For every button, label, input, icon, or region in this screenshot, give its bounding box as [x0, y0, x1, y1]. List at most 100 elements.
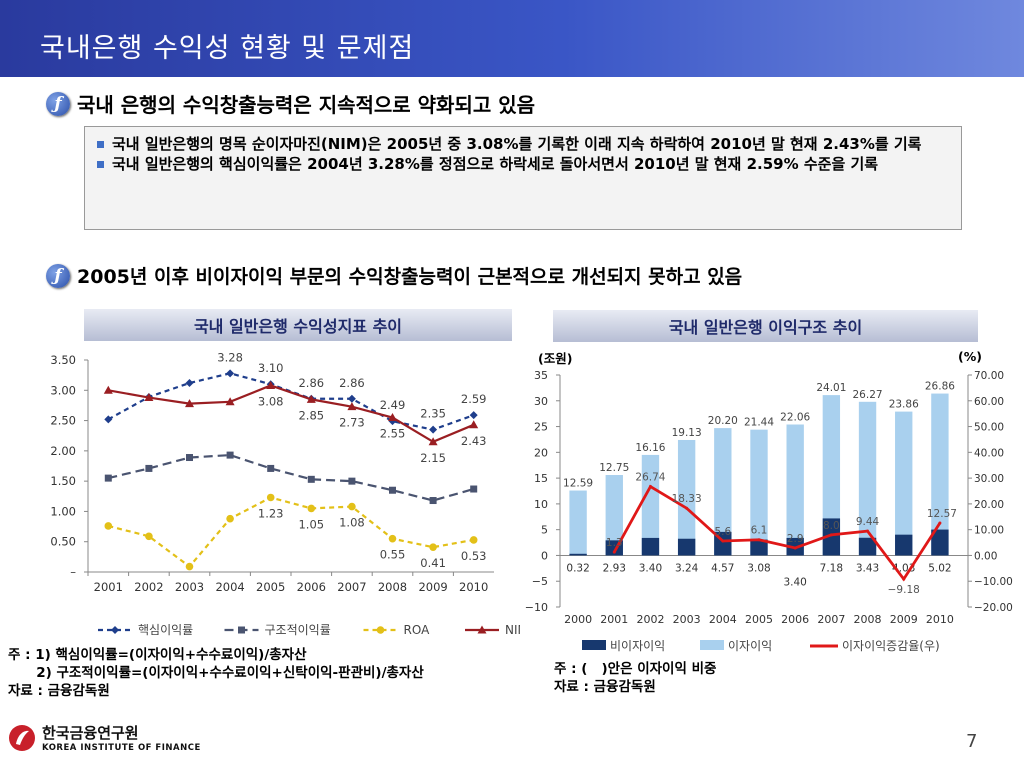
legend-marker: [111, 626, 119, 634]
data-label: 2.86: [339, 376, 365, 390]
legend-label: ROA: [404, 623, 431, 637]
legend-label: 비이자이익: [610, 639, 665, 653]
data-label: 1.23: [258, 506, 284, 520]
bar-data-label: 24.01: [816, 382, 846, 394]
y-tick-label: 3.00: [50, 383, 76, 397]
legend-marker: [238, 626, 245, 634]
bar-data-label: 4.57: [711, 562, 734, 574]
series-point-2: [307, 475, 315, 483]
y-tick-label: 30: [534, 395, 548, 408]
bar-data-label: 3.40: [783, 576, 806, 588]
data-label: 2.85: [298, 408, 324, 422]
legend-swatch: [582, 640, 606, 650]
bar-data-label: 2.93: [603, 562, 626, 574]
x-tick-label: 2009: [418, 580, 447, 594]
x-tick-label: 2010: [459, 580, 488, 594]
series-point-3: [307, 504, 316, 513]
page-number: 7: [966, 731, 978, 752]
bar-data-label: 12.75: [599, 462, 629, 474]
bar-data-label: 3.43: [856, 562, 879, 574]
data-label: 2.59: [461, 392, 487, 406]
bar-interest-income: [641, 454, 660, 556]
y-tick-label: –: [70, 565, 76, 579]
summary-box: 국내 일반은행의 명목 순이자마진(NIM)은 2005년 중 3.08%를 기…: [84, 126, 962, 230]
y-tick-label-right: 20.00: [974, 499, 1004, 511]
legend-label: NIM: [505, 623, 520, 637]
bar-data-label: 7.18: [820, 562, 843, 574]
kif-logo-icon: [8, 724, 36, 752]
bar-noninterest-income: [895, 534, 913, 556]
square-bullet-icon: [97, 141, 104, 148]
rate-data-label: 2.9: [787, 533, 804, 545]
rate-point: [902, 577, 906, 581]
rate-data-label: −9.18: [888, 584, 920, 596]
bar-noninterest-income: [641, 537, 660, 556]
data-label: 3.10: [258, 361, 284, 375]
data-label: 3.28: [217, 350, 243, 364]
series-point-1: [104, 415, 113, 424]
data-label: 2.86: [298, 376, 324, 390]
bar-data-label: 22.06: [780, 411, 810, 423]
title-bar: 국내은행 수익성 현황 및 문제점: [0, 0, 1024, 77]
x-tick-label: 2003: [175, 580, 204, 594]
bar-interest-income: [786, 424, 804, 556]
series-point-4: [185, 399, 194, 408]
series-point-2: [186, 454, 193, 462]
series-point-4: [388, 413, 397, 422]
bar-data-label: 19.13: [672, 427, 702, 439]
data-label: 3.08: [258, 394, 284, 408]
series-point-3: [145, 532, 153, 541]
legend-marker: [477, 625, 487, 634]
list-item-text: 국내 일반은행의 명목 순이자마진(NIM)은 2005년 중 3.08%를 기…: [112, 135, 922, 153]
legend-label: 핵심이익률: [138, 623, 193, 637]
rate-point: [648, 485, 652, 489]
y-tick-label: 2.00: [50, 444, 76, 458]
bar-interest-income: [714, 428, 732, 556]
series-point-3: [348, 502, 356, 511]
x-tick-label: 2004: [215, 580, 244, 594]
bar-data-label: 23.86: [889, 399, 919, 411]
rate-point: [793, 546, 797, 550]
series-point-3: [469, 536, 478, 544]
heading-1-text: 국내 은행의 수익창출능력은 지속적으로 약화되고 있음: [77, 93, 536, 117]
bar-data-label: 26.86: [925, 381, 955, 393]
y-tick-label-right: 10.00: [974, 525, 1004, 537]
series-point-3: [185, 562, 194, 571]
bar-interest-income: [569, 490, 587, 556]
x-tick-label: 2003: [673, 613, 701, 626]
series-point-2: [145, 464, 153, 472]
bar-data-label: 3.24: [675, 562, 699, 574]
chart2: (조원) (%) 35 30 25 20 15 10 5 0 −5 −10 70.00 60.00 50.0…: [525, 349, 1013, 653]
f-script-icon: ƒ: [46, 91, 70, 116]
legend-marker: [376, 626, 385, 634]
y-tick-label: 0.50: [50, 535, 76, 549]
x-tick-label: 2010: [926, 613, 954, 626]
series-point-1: [429, 425, 438, 434]
bar-noninterest-income: [822, 518, 841, 556]
x-tick-label: 2004: [709, 613, 737, 626]
x-tick-label: 2007: [817, 613, 845, 626]
series-point-4: [469, 420, 479, 429]
rate-data-label: 26.74: [635, 472, 665, 484]
series-point-3: [266, 493, 275, 502]
rate-data-label: 18.33: [672, 493, 702, 505]
rate-data-label: 1.3: [606, 537, 623, 549]
data-label: 0.41: [420, 556, 446, 570]
x-tick-label: 2009: [890, 613, 918, 626]
bar-data-label: 21.44: [744, 417, 774, 429]
y-tick-label: 0: [541, 549, 548, 562]
bar-data-label: 20.20: [708, 415, 738, 427]
series-line-1: [107, 372, 475, 431]
bar-interest-income: [858, 401, 877, 556]
bar-interest-income: [677, 439, 696, 556]
data-label: 2.73: [339, 416, 365, 430]
series-point-1: [469, 411, 478, 420]
series-line-2: [108, 453, 475, 502]
legend-label: 이자이익: [728, 639, 772, 653]
heading-1: ƒ 국내 은행의 수익창출능력은 지속적으로 약화되고 있음: [46, 89, 535, 118]
rate-point: [721, 539, 725, 543]
bar-data-label: 0.32: [566, 562, 589, 574]
y-tick-label: 35: [534, 369, 548, 382]
rate-data-label: 5.6: [714, 526, 731, 538]
y-tick-label: 1.50: [50, 474, 76, 488]
